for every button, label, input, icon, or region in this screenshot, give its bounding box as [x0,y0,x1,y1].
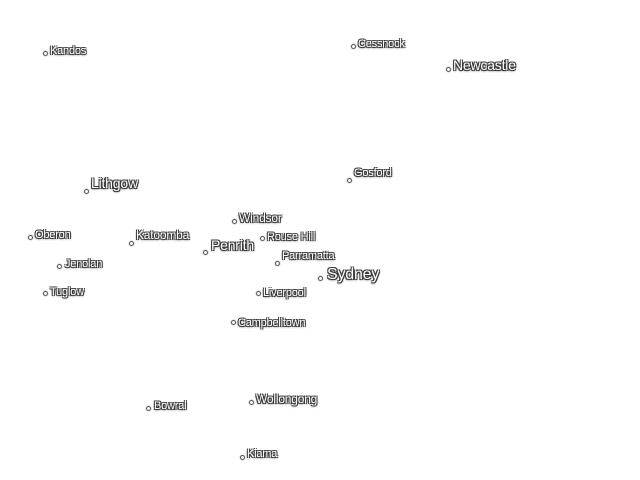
place-marker-icon [257,292,260,295]
place-marker-icon [250,401,253,404]
place-label: Katoomba [136,228,190,242]
place-marker-icon [85,190,88,193]
place-label: Jenolan [65,258,103,270]
place-label: Sydney [327,266,380,283]
place-marker-icon [44,292,47,295]
place-label: Liverpool [263,287,306,299]
place-marker-icon [348,179,351,182]
place-label: Penrith [211,237,254,253]
place-label: Kiama [247,448,278,460]
place-label: Tuglow [50,286,84,298]
place-marker-icon [352,45,355,48]
place-marker-icon [447,68,450,71]
place-marker-icon [204,251,207,254]
place-label: Wollongong [256,392,318,406]
place-label: Lithgow [91,175,138,191]
place-marker-icon [130,242,133,245]
place-marker-icon [233,220,236,223]
place-label: Oberon [35,229,71,241]
place-label: Cessnock [358,38,405,50]
place-label: Parramatta [282,250,335,262]
place-label: Rouse Hill [267,231,316,243]
place-label: Gosford [354,167,392,179]
place-marker-icon [261,237,264,240]
place-marker-icon [58,265,61,268]
place-marker-icon [241,456,244,459]
place-marker-icon [276,262,279,265]
place-label: Windsor [239,211,282,225]
place-label: Newcastle [453,57,516,73]
place-marker-icon [29,236,32,239]
place-marker-icon [319,277,322,280]
place-marker-icon [44,52,47,55]
place-marker-icon [147,407,150,410]
place-label: Campbelltown [238,317,306,329]
place-label: Bowral [154,400,187,412]
place-marker-icon [232,321,235,324]
place-label: Kandos [50,45,87,57]
